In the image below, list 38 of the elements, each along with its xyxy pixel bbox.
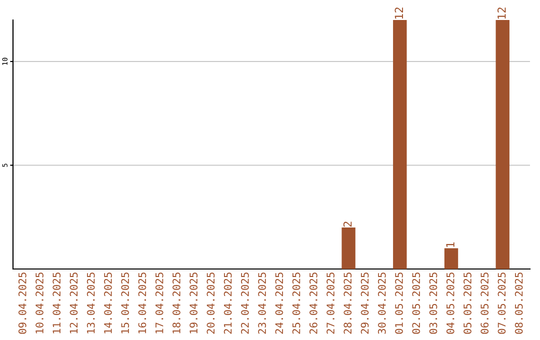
x-tick-label: 13.04.2025	[86, 272, 95, 334]
x-tick-label: 30.04.2025	[378, 272, 386, 334]
bar	[496, 20, 510, 269]
x-tick-label: 10.04.2025	[36, 272, 44, 334]
data-label: 12	[394, 8, 403, 19]
x-tick-label: 20.04.2025	[206, 272, 215, 334]
x-tick-label: 12.04.2025	[70, 272, 78, 334]
x-tick-label: 23.04.2025	[258, 272, 266, 334]
x-tick-label: 04.05.2025	[446, 272, 454, 334]
x-tick-label: 05.05.2025	[464, 272, 472, 334]
x-tick-label: 08.05.2025	[514, 272, 523, 334]
x-tick-label: 03.05.2025	[429, 272, 438, 334]
x-tick-label: 22.04.2025	[240, 272, 249, 334]
x-tick-label: 06.05.2025	[480, 272, 489, 334]
x-tick-label: 01.05.2025	[395, 272, 403, 334]
x-tick-label: 02.05.2025	[412, 272, 420, 334]
x-tick-label: 25.04.2025	[292, 272, 300, 334]
x-tick-label: 15.04.2025	[121, 272, 130, 334]
data-label: 2	[343, 222, 352, 227]
bar	[393, 20, 407, 269]
x-tick-label: 07.05.2025	[498, 272, 506, 334]
x-tick-label: 16.04.2025	[138, 272, 146, 334]
bar	[444, 248, 458, 269]
x-tick-label: 17.04.2025	[155, 272, 164, 334]
x-tick-label: 29.04.2025	[360, 272, 369, 334]
x-tick-label: 28.04.2025	[344, 272, 352, 334]
x-tick-label: 27.04.2025	[326, 272, 334, 334]
x-tick-label: 19.04.2025	[190, 272, 198, 334]
x-tick-label: 21.04.2025	[224, 272, 232, 334]
x-tick-label: 14.04.2025	[104, 272, 112, 334]
x-tick-label: 26.04.2025	[309, 272, 318, 334]
x-tick-label: 18.04.2025	[172, 272, 180, 334]
bar	[342, 228, 356, 269]
data-label: 12	[497, 8, 506, 19]
x-tick-label: 24.04.2025	[275, 272, 284, 334]
x-tick-label: 09.04.2025	[18, 272, 26, 334]
data-label: 1	[446, 242, 454, 247]
x-tick-label: 11.04.2025	[52, 272, 61, 334]
